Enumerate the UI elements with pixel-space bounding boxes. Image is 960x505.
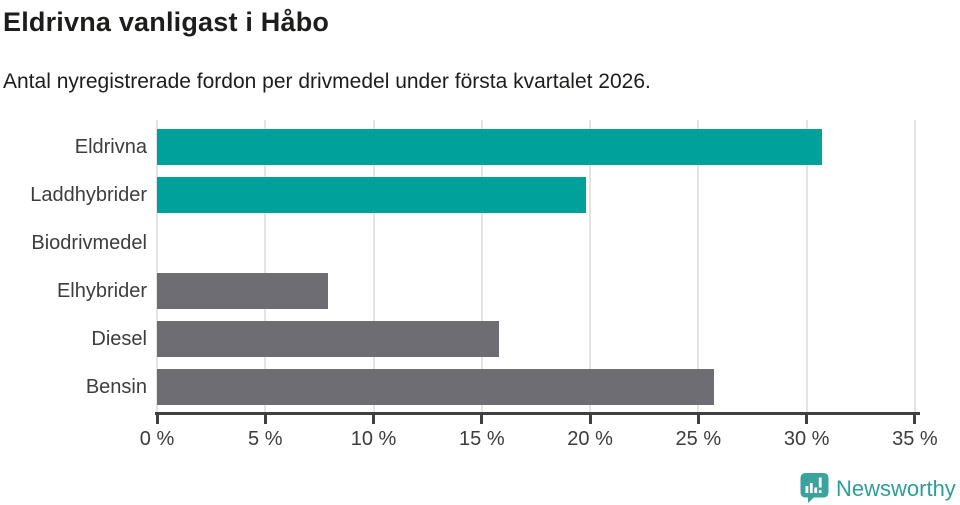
x-axis-tick	[588, 415, 592, 424]
x-tick-label: 10 %	[350, 428, 397, 450]
x-axis-line	[155, 412, 920, 415]
x-tick-label: 20 %	[567, 428, 613, 450]
grid-line	[805, 120, 808, 413]
x-axis-tick	[155, 415, 159, 424]
grid-line	[697, 120, 700, 413]
category-label: Elhybrider	[56, 279, 147, 302]
newsworthy-logo-text: Newsworthy	[836, 475, 956, 501]
category-label: Laddhybrider	[30, 183, 147, 206]
x-axis-tick	[480, 415, 484, 424]
grid-line	[264, 120, 267, 413]
bar-row: Bensin	[0, 363, 960, 411]
plot-area: Eldrivna Laddhybrider Biodrivmedel Elhybrid…	[0, 120, 960, 414]
x-tick-label: 30 %	[783, 428, 830, 450]
bar-row: Biodrivmedel	[0, 219, 960, 267]
bar-row: Laddhybrider	[0, 171, 960, 219]
x-tick-label: 35 %	[892, 428, 938, 450]
x-tick-label: 15 %	[459, 428, 505, 450]
page-subtitle: Antal nyregistrerade fordon per drivmede…	[3, 70, 651, 93]
category-label: Eldrivna	[74, 135, 147, 158]
bar-row: Diesel	[0, 315, 960, 363]
category-label: Bensin	[85, 375, 147, 398]
x-tick-label: 25 %	[675, 428, 722, 450]
x-axis-tick	[805, 415, 809, 424]
x-axis-tick	[913, 415, 917, 424]
grid-line	[372, 120, 375, 413]
x-tick-label: 5 %	[248, 428, 283, 450]
bar	[157, 321, 500, 357]
newsworthy-logo: Newsworthy	[799, 472, 956, 505]
category-label: Diesel	[91, 327, 147, 350]
grid-line	[480, 120, 483, 413]
x-axis-tick	[696, 415, 700, 424]
bar	[157, 177, 586, 213]
grid-line	[156, 120, 158, 413]
bar-row: Eldrivna	[0, 123, 960, 171]
x-axis-tick	[372, 415, 376, 424]
x-tick-label: 0 %	[139, 428, 175, 450]
x-axis-tick	[263, 415, 267, 424]
newsworthy-logo-icon	[800, 473, 829, 503]
page-title: Eldrivna vanligast i Håbo	[3, 7, 330, 37]
bar	[157, 129, 822, 165]
category-label: Biodrivmedel	[31, 231, 147, 254]
bar	[157, 273, 329, 309]
grid-line	[913, 120, 916, 413]
bar	[157, 369, 714, 405]
bar-row: Elhybrider	[0, 267, 960, 315]
grid-line	[589, 120, 592, 413]
